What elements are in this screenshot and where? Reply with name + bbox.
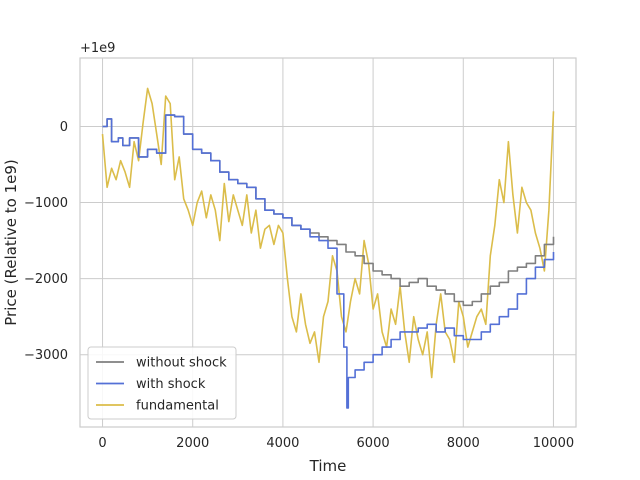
y-tick-label: −3000 — [24, 348, 68, 363]
legend-label: fundamental — [136, 399, 219, 414]
y-axis-label: Price (Relative to 1e9) — [2, 159, 20, 325]
y-tick-label: −2000 — [24, 272, 68, 287]
x-tick-label: 8000 — [447, 436, 480, 451]
legend-label: with shock — [136, 377, 206, 392]
series-line-without-shock — [102, 114, 555, 307]
series-lines — [101, 87, 555, 409]
y-offset-label: +1e9 — [80, 41, 115, 56]
series-line-with-shock — [102, 114, 555, 409]
x-tick-label: 10000 — [533, 436, 574, 451]
plot-frame — [79, 57, 577, 428]
x-tick-label: 6000 — [357, 436, 390, 451]
y-tick-label: 0 — [60, 120, 68, 135]
series-line-fundamental — [101, 87, 555, 379]
x-tick-label: 0 — [98, 436, 106, 451]
legend-label: without shock — [136, 356, 227, 371]
x-axis-label: Time — [309, 457, 347, 475]
legend-box — [87, 346, 237, 420]
legend: without shock with shock fundamental — [87, 346, 237, 420]
tick-labels: 0 2000 4000 6000 8000 10000 −3000 −2000 −1000 0 — [24, 120, 574, 451]
x-tick-label: 2000 — [176, 436, 209, 451]
y-tick-label: −1000 — [24, 196, 68, 211]
x-tick-label: 4000 — [266, 436, 299, 451]
